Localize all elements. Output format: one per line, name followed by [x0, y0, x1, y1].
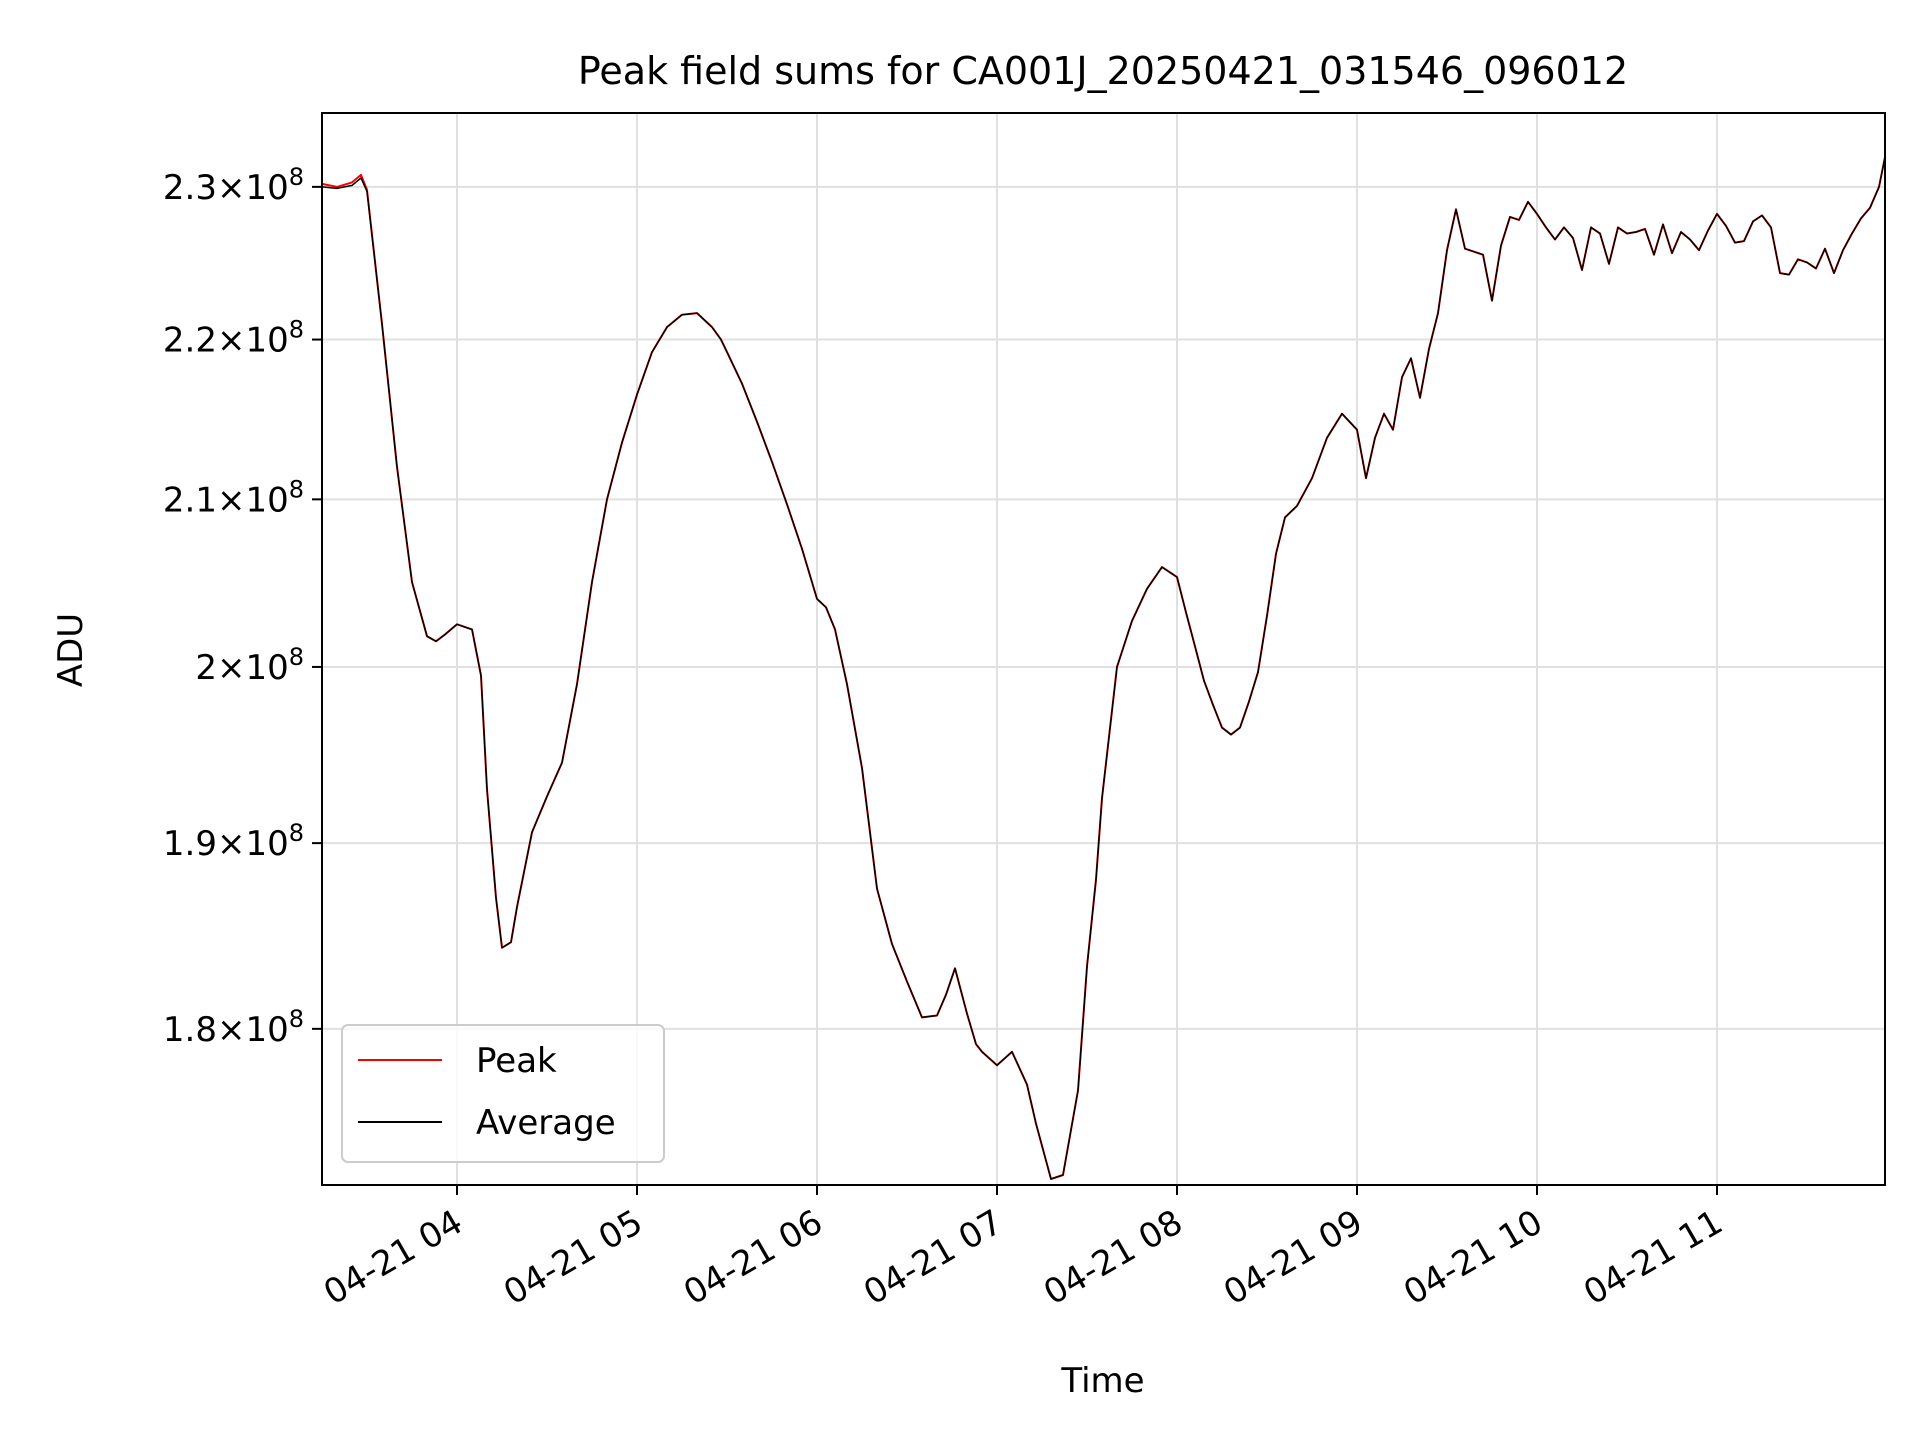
series-lines	[321, 156, 1886, 1180]
y-tick-exponent: 8	[289, 1005, 304, 1033]
y-tick-mantissa: 2.3	[163, 168, 217, 208]
y-tick-multiplier: ×10	[217, 321, 289, 361]
y-tick-label: 1.8×108	[163, 1005, 304, 1050]
y-tick-multiplier: ×10	[217, 824, 289, 864]
y-axis-title: ADU	[51, 613, 91, 687]
legend: Peak Average	[341, 1024, 665, 1163]
y-tick-mantissa: 2.2	[163, 321, 217, 361]
y-tick-mantissa: 2	[195, 648, 217, 688]
y-tick-exponent: 8	[289, 163, 304, 191]
plot-frame	[321, 112, 1886, 1186]
y-tick-label: 1.9×108	[163, 819, 304, 864]
y-tick-mantissa: 1.9	[163, 824, 217, 864]
x-axis-title: Time	[1060, 1361, 1144, 1401]
y-tick-label: 2.1×108	[163, 475, 304, 520]
series-line-average	[321, 156, 1886, 1180]
legend-peak-label: Peak	[476, 1041, 557, 1081]
y-tick-exponent: 8	[289, 316, 304, 344]
y-tick-exponent: 8	[289, 643, 304, 671]
y-tick-mantissa: 1.8	[163, 1010, 217, 1050]
y-tick-mantissa: 2.1	[163, 480, 217, 520]
y-tick-multiplier: ×10	[217, 168, 289, 208]
chart-title: Peak field sums for CA001J_20250421_0315…	[578, 49, 1628, 93]
y-tick-label: 2.3×108	[163, 163, 304, 208]
y-tick-multiplier: ×10	[217, 480, 289, 520]
y-tick-multiplier: ×10	[217, 1010, 289, 1050]
y-tick-exponent: 8	[289, 475, 304, 503]
legend-average-label: Average	[476, 1103, 616, 1143]
y-tick-label: 2×108	[195, 643, 304, 688]
y-tick-exponent: 8	[289, 819, 304, 847]
y-tick-label: 2.2×108	[163, 316, 304, 361]
y-tick-multiplier: ×10	[217, 648, 289, 688]
